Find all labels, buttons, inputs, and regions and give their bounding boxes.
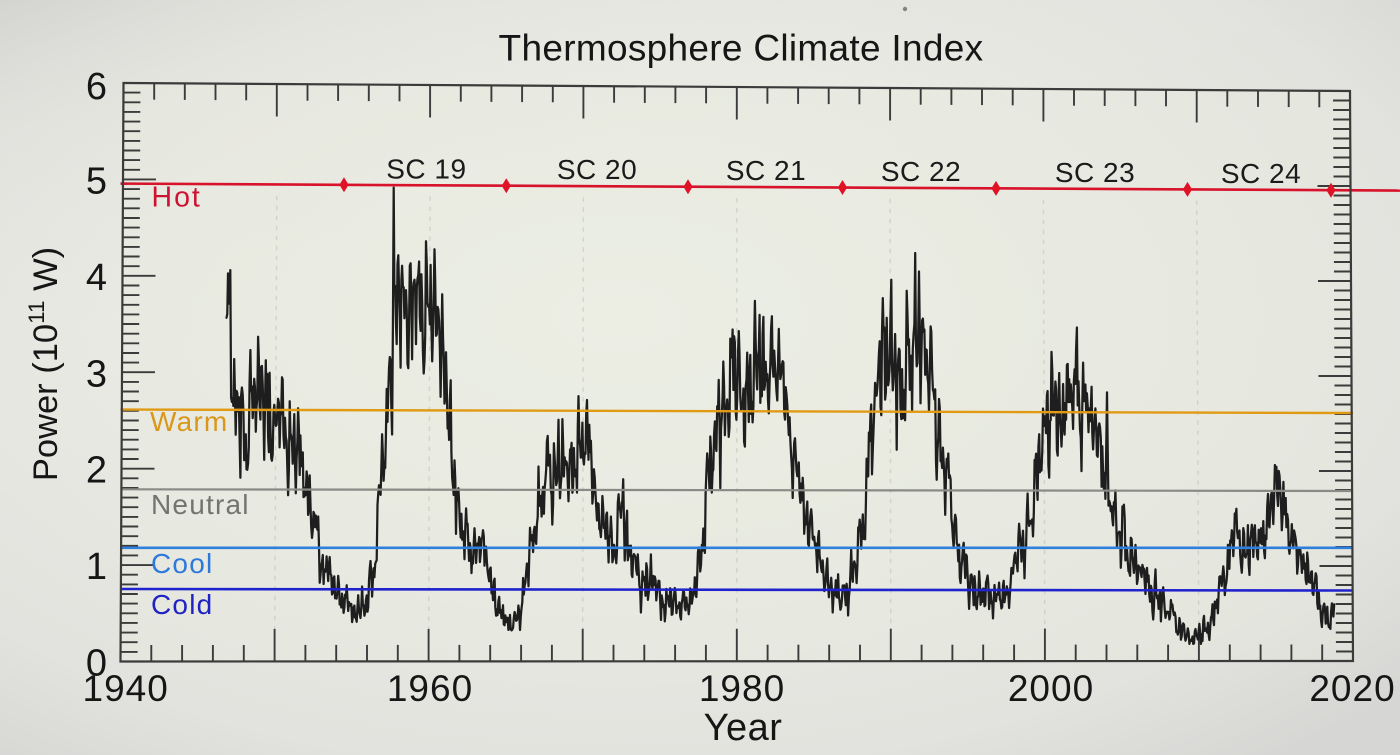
- svg-text:2000: 2000: [1008, 668, 1094, 709]
- svg-text:Thermosphere Climate Index: Thermosphere Climate Index: [499, 28, 984, 69]
- svg-text:1960: 1960: [387, 668, 473, 709]
- svg-text:3: 3: [86, 353, 107, 395]
- svg-text:Neutral: Neutral: [151, 489, 250, 520]
- svg-text:1980: 1980: [699, 668, 785, 709]
- svg-text:Warm: Warm: [150, 406, 228, 437]
- svg-text:2: 2: [86, 450, 107, 492]
- svg-text:4: 4: [86, 257, 107, 299]
- svg-text:Year: Year: [704, 707, 783, 749]
- svg-text:Cold: Cold: [151, 589, 213, 620]
- svg-text:0: 0: [86, 643, 107, 685]
- svg-text:SC 23: SC 23: [1055, 157, 1135, 188]
- svg-text:Cool: Cool: [151, 548, 213, 579]
- svg-text:SC 24: SC 24: [1221, 158, 1301, 189]
- svg-text:SC 21: SC 21: [726, 155, 806, 186]
- svg-text:1: 1: [86, 546, 107, 588]
- svg-text:Power (1011 W): Power (1011 W): [24, 247, 65, 481]
- svg-text:1940: 1940: [83, 668, 169, 709]
- svg-text:6: 6: [86, 66, 107, 108]
- svg-text:SC 19: SC 19: [386, 153, 466, 184]
- svg-text:SC 20: SC 20: [557, 154, 637, 185]
- svg-text:SC 22: SC 22: [881, 156, 961, 187]
- svg-text:5: 5: [86, 160, 107, 202]
- svg-text:2020: 2020: [1309, 668, 1395, 709]
- svg-text:Hot: Hot: [152, 182, 202, 214]
